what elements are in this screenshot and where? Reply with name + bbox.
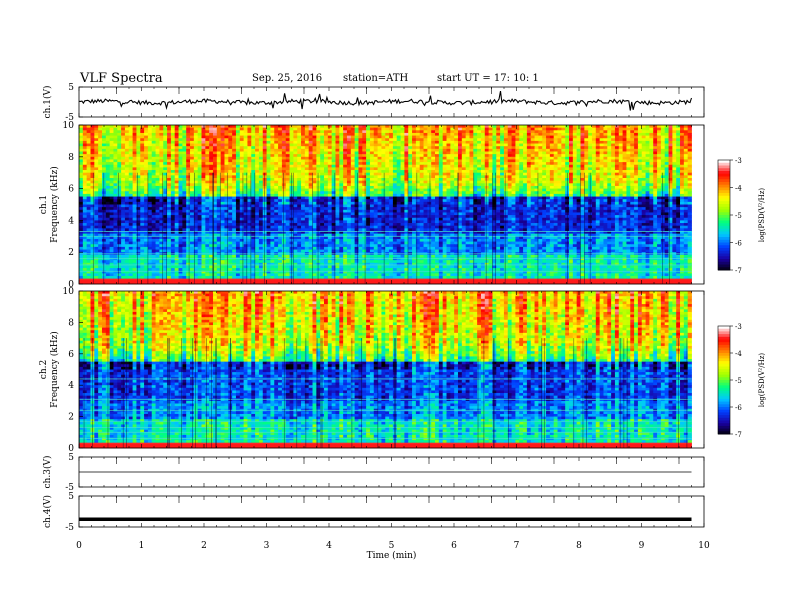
station-label: station=ATH xyxy=(343,73,408,84)
colorbar-ch1-tick-3: -6 xyxy=(735,240,742,248)
colorbar-ch1 xyxy=(717,159,733,271)
x-tick-2: 2 xyxy=(201,541,207,551)
chart-title: VLF Spectra xyxy=(80,71,163,86)
colorbar-ch1-label: log(PSD(V²/Hz) xyxy=(758,188,766,243)
x-tick-1: 1 xyxy=(139,541,145,551)
x-tick-0: 0 xyxy=(76,541,82,551)
ch2-spec-ytick-tick-4: 2 xyxy=(68,413,74,423)
colorbar-ch2-label: log(PSD(V²/Hz) xyxy=(758,353,766,408)
colorbar-ch2-tick-3: -6 xyxy=(735,404,742,412)
ch3-waveform xyxy=(79,457,692,473)
x-tick-9: 9 xyxy=(639,541,645,551)
colorbar-ch1-tick-0: -3 xyxy=(735,157,742,165)
ch1-spec-ytick-tick-1: 8 xyxy=(68,153,74,163)
colorbar-ch1-tick-2: -5 xyxy=(735,212,742,220)
x-tick-4: 4 xyxy=(326,541,332,551)
ch2-spec-label: ch.2 xyxy=(39,360,49,379)
ch4-waveform-frame xyxy=(78,495,705,528)
colorbar-ch1-tick-1: -4 xyxy=(735,185,742,193)
ch1-spec-ytick-tick-5: 0 xyxy=(68,280,74,290)
ch1-spectrogram xyxy=(79,125,692,285)
ch2-spec-ytick-tick-1: 8 xyxy=(68,318,74,328)
ch3-wave-ytick-tick-1: -5 xyxy=(65,483,74,493)
ch1-wave-ylabel: ch.1(V) xyxy=(42,86,53,119)
ch1-spec-ytick-tick-3: 4 xyxy=(68,216,74,226)
ch2-spectrogram xyxy=(79,291,692,449)
ch1-spec-ytick-tick-4: 2 xyxy=(68,248,74,258)
colorbar-ch2-tick-2: -5 xyxy=(735,377,742,385)
date-label: Sep. 25, 2016 xyxy=(252,73,322,84)
x-axis-label: Time (min) xyxy=(367,550,417,561)
ch1-waveform xyxy=(78,87,693,111)
ch2-spec-ytick-tick-2: 6 xyxy=(68,350,74,360)
ch1-spec-label: ch.1 xyxy=(39,195,49,214)
ch1-spec-ytick-tick-0: 10 xyxy=(63,121,75,131)
ch1-waveform-trace xyxy=(78,90,693,111)
x-tick-6: 6 xyxy=(451,541,457,551)
ch1-wave-ytick-tick-0: 5 xyxy=(68,83,74,93)
ch3-wave-ytick-tick-0: 5 xyxy=(68,453,74,463)
ch1-spec-ytick-tick-2: 6 xyxy=(68,185,74,195)
ch1-wave-ytick-tick-1: -5 xyxy=(65,113,74,123)
start-time-label: start UT = 17: 10: 1 xyxy=(437,73,539,84)
colorbar-ch1-tick-4: -7 xyxy=(735,267,742,275)
ch4-wave-ytick-tick-0: 5 xyxy=(68,492,74,502)
colorbar-ch2-tick-1: -4 xyxy=(735,350,742,358)
ch2-spec-ytick-tick-3: 4 xyxy=(68,381,74,391)
colorbar-ch2-tick-0: -3 xyxy=(735,323,742,331)
x-tick-7: 7 xyxy=(514,541,520,551)
ch4-wave-ylabel: ch.4(V) xyxy=(42,495,53,528)
colorbar-ch2 xyxy=(717,325,733,435)
x-tick-8: 8 xyxy=(576,541,582,551)
colorbar-ch2-tick-4: -7 xyxy=(735,431,742,439)
ch1-spec-ylabel: Frequency (kHz) xyxy=(49,166,60,243)
x-tick-3: 3 xyxy=(264,541,270,551)
ch2-spec-ylabel: Frequency (kHz) xyxy=(49,331,60,408)
x-tick-5: 5 xyxy=(389,541,395,551)
ch2-spec-ytick-tick-5: 0 xyxy=(68,444,74,454)
ch4-wave-ytick-tick-1: -5 xyxy=(65,523,74,533)
ch2-spec-ytick-tick-0: 10 xyxy=(63,287,75,297)
ch4-waveform xyxy=(79,496,692,521)
ch3-wave-ylabel: ch.3(V) xyxy=(42,456,53,489)
x-tick-10: 10 xyxy=(698,541,710,551)
